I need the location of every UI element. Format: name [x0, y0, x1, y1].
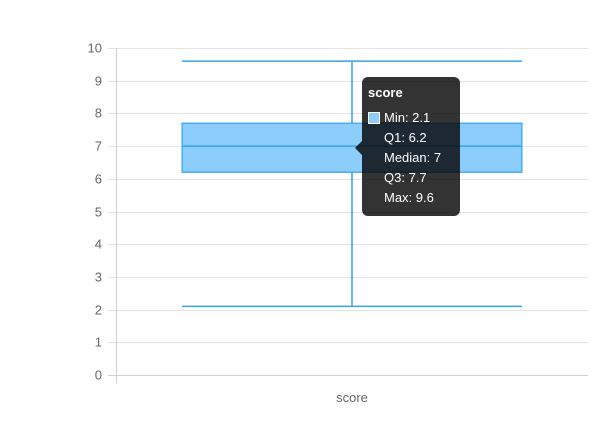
series-color-swatch: [368, 112, 380, 124]
tooltip-max: Max: 9.6: [384, 190, 434, 205]
tooltip-min: Min: 2.1: [384, 110, 431, 125]
y-tick-label-3: 3: [95, 270, 102, 285]
tooltip-row-min: Min: 2.1: [368, 108, 454, 128]
y-tick-label-7: 7: [95, 139, 102, 154]
tooltip-median: Median: 7: [384, 150, 442, 165]
y-tick-label-2: 2: [95, 303, 102, 318]
box-iqr: [181, 122, 523, 173]
tooltip-row-median: Median: 7: [368, 148, 454, 168]
y-tick-label-9: 9: [95, 74, 102, 89]
y-tick-label-6: 6: [95, 172, 102, 187]
y-axis: 0 1 2 3 4 5 6 7 8 9 10: [88, 41, 117, 383]
tooltip-q1: Q1: 6.2: [384, 130, 427, 145]
box-series[interactable]: [181, 60, 523, 308]
x-axis: score: [336, 390, 368, 405]
chart-tooltip: score Min: 2.1 Q1: 6.2 Median: 7 Q3: 7.7…: [355, 77, 460, 216]
tooltip-title: score: [368, 85, 403, 100]
y-tick-label-0: 0: [95, 368, 102, 383]
tooltip-q3: Q3: 7.7: [384, 170, 427, 185]
x-tick-label-score: score: [336, 390, 368, 405]
tooltip-row-max: Max: 9.6: [368, 188, 454, 208]
y-tick-label-10: 10: [88, 41, 102, 56]
y-tick-label-4: 4: [95, 237, 102, 252]
y-tick-label-8: 8: [95, 106, 102, 121]
y-tick-label-5: 5: [95, 205, 102, 220]
grid-lines: [108, 48, 588, 376]
y-tick-label-1: 1: [95, 335, 102, 350]
tooltip-row-q1: Q1: 6.2: [368, 128, 454, 148]
tooltip-row-q3: Q3: 7.7: [368, 168, 454, 188]
